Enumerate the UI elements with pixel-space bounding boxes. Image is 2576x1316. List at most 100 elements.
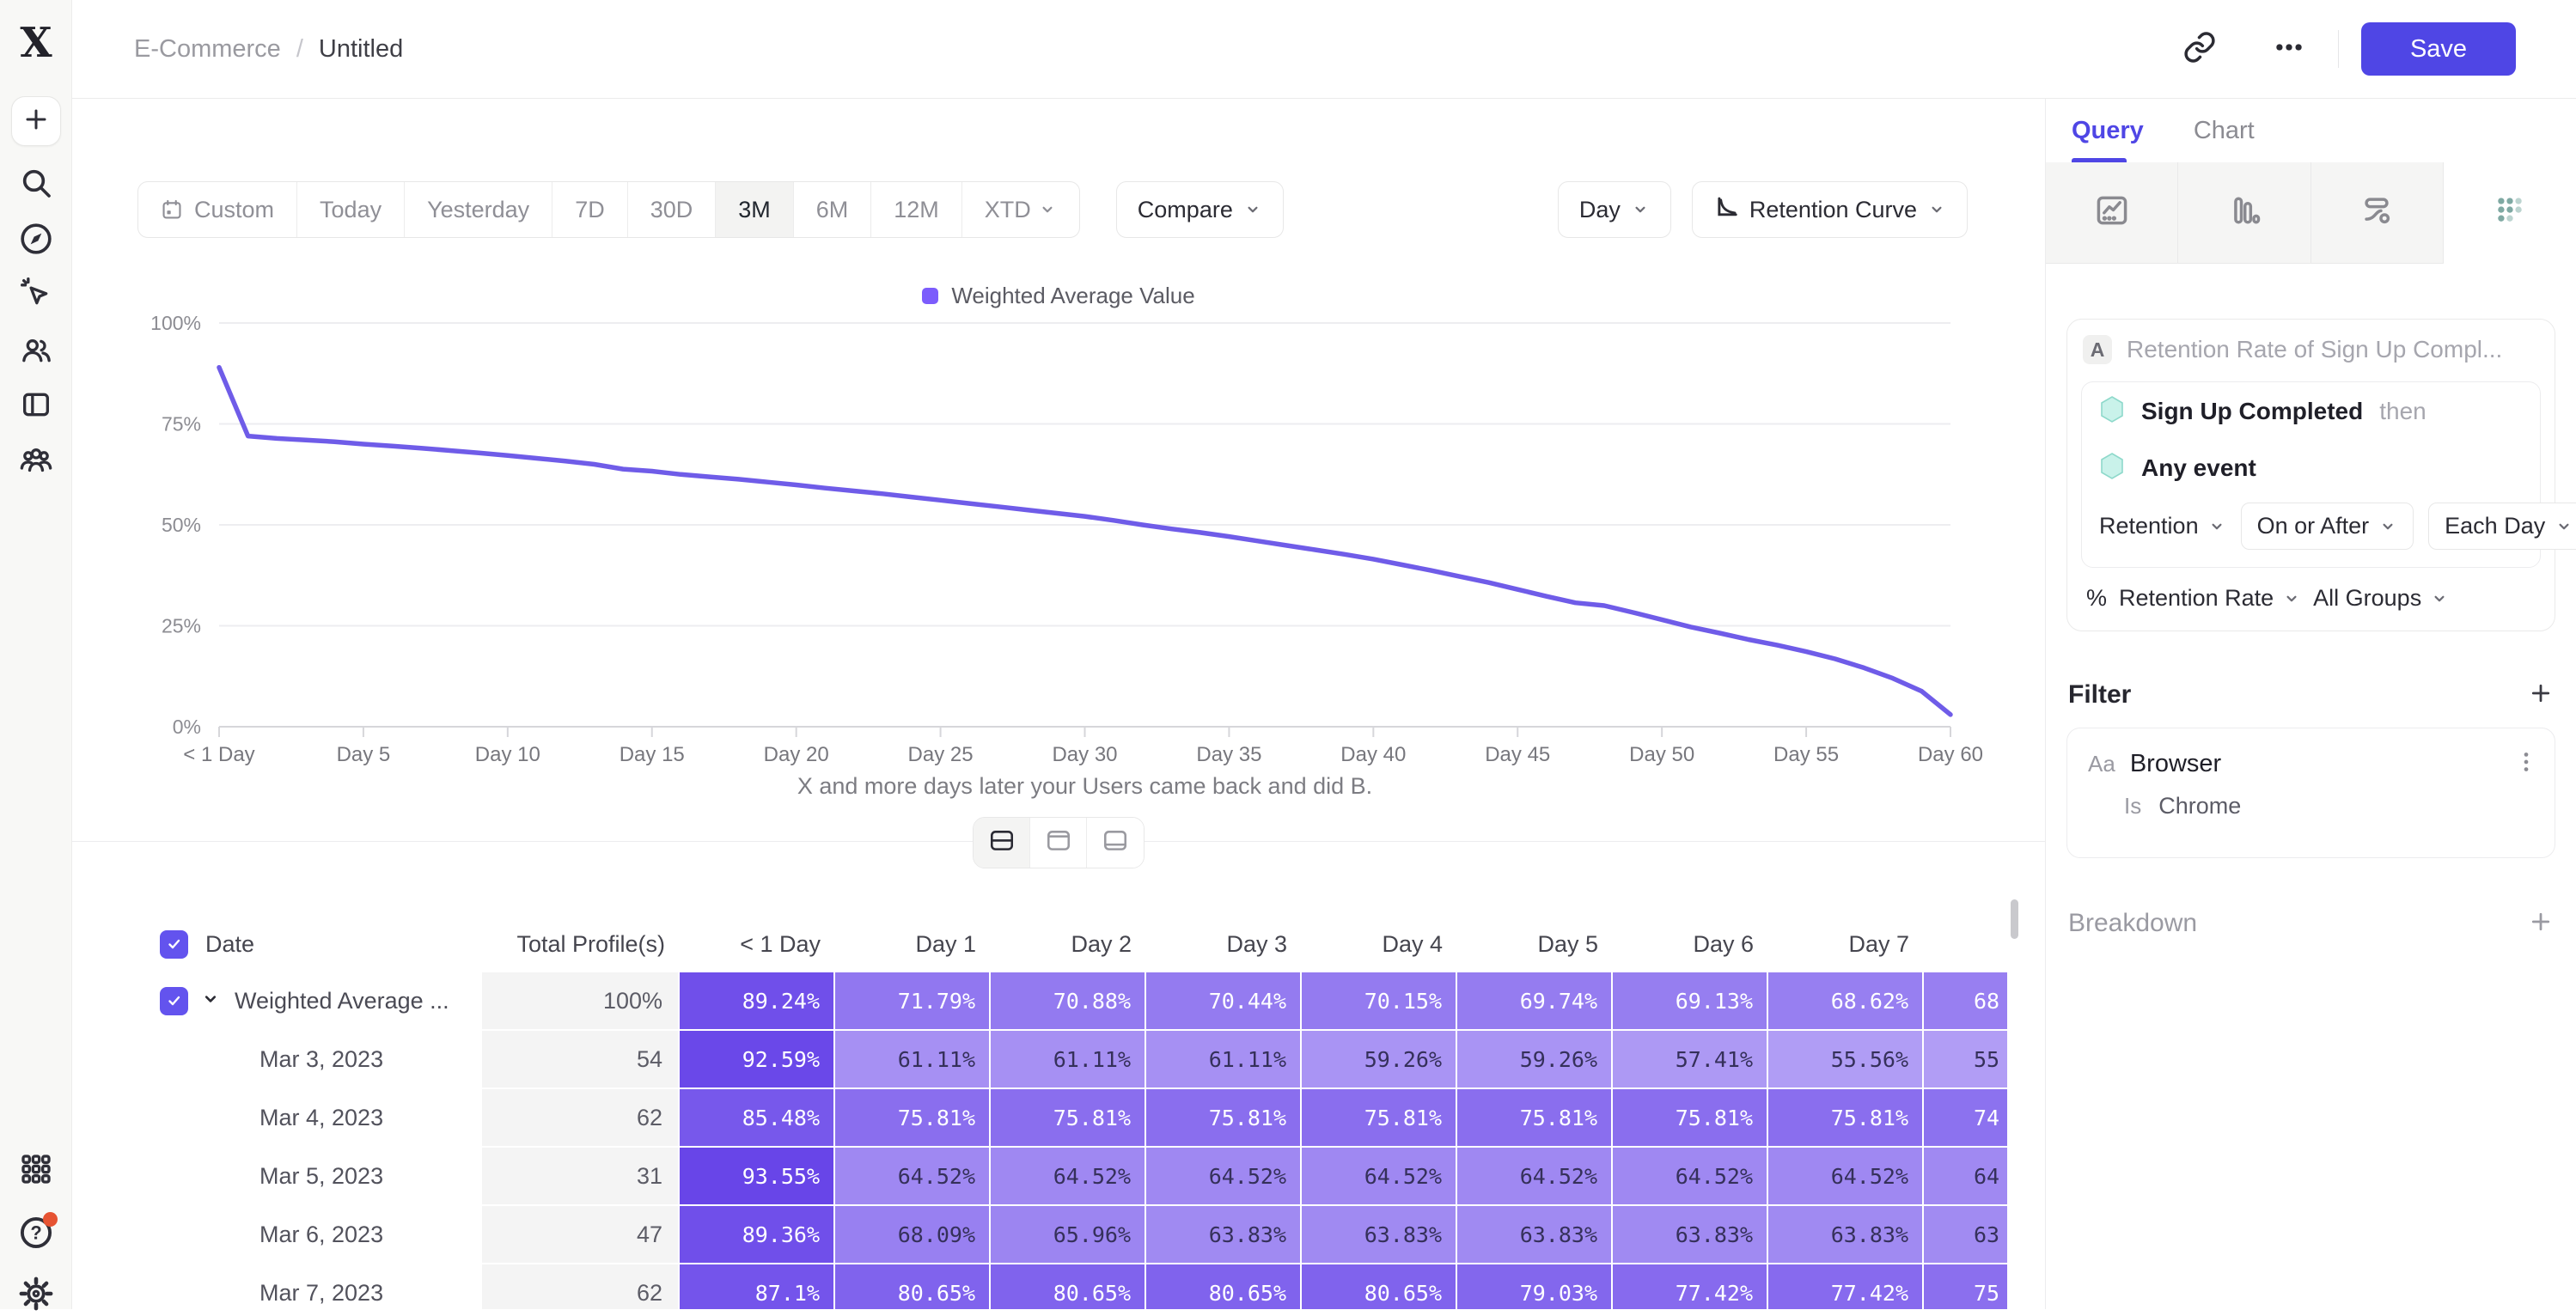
retention-cell[interactable]: 89.36% bbox=[680, 1206, 833, 1263]
tab-chart[interactable]: Chart bbox=[2193, 116, 2255, 144]
retention-cell[interactable]: 77.42% bbox=[1613, 1264, 1767, 1309]
range-3m[interactable]: 3M bbox=[716, 182, 794, 237]
retention-cell[interactable]: 63.83% bbox=[1768, 1206, 1922, 1263]
range-custom[interactable]: Custom bbox=[138, 182, 298, 237]
retention-cell[interactable]: 64.52% bbox=[1768, 1148, 1922, 1204]
retention-cell[interactable]: 75.81% bbox=[835, 1089, 989, 1146]
retention-cell[interactable]: 63.83% bbox=[1302, 1206, 1456, 1263]
expand-row-icon[interactable] bbox=[200, 989, 221, 1014]
retention-cell[interactable]: 80.65% bbox=[1146, 1264, 1300, 1309]
range-xtd[interactable]: XTD bbox=[962, 182, 1079, 237]
retention-cell[interactable]: 75.81% bbox=[1146, 1089, 1300, 1146]
filter-operator[interactable]: Is bbox=[2124, 793, 2142, 819]
retention-cell[interactable]: 55.56% bbox=[1768, 1031, 1922, 1088]
retention-cell[interactable]: 64.52% bbox=[1146, 1148, 1300, 1204]
save-button[interactable]: Save bbox=[2361, 22, 2516, 76]
event-step-first[interactable]: Sign Up Completed then bbox=[2082, 382, 2540, 439]
retention-cell[interactable]: 63.83% bbox=[1146, 1206, 1300, 1263]
range-7d[interactable]: 7D bbox=[552, 182, 628, 237]
retention-cell[interactable]: 68.09% bbox=[835, 1206, 989, 1263]
table-row[interactable]: Weighted Average ... 100% 89.24% 71.79% 70.8… bbox=[146, 972, 2007, 1030]
create-new-button[interactable] bbox=[11, 96, 61, 146]
retention-cell[interactable]: 93.55% bbox=[680, 1148, 833, 1204]
range-6m[interactable]: 6M bbox=[794, 182, 872, 237]
retention-cell[interactable]: 59.26% bbox=[1302, 1031, 1456, 1088]
filter-card[interactable]: Aa Browser Is Chrome bbox=[2066, 728, 2555, 858]
table-row[interactable]: Mar 7, 2023 62 87.1% 80.65% 80.65% 80.65% 80.6… bbox=[146, 1264, 2007, 1309]
bar-chart-tab[interactable] bbox=[2178, 162, 2311, 264]
select-all-checkbox[interactable] bbox=[160, 929, 188, 959]
retention-cell[interactable]: 70.15% bbox=[1302, 972, 1456, 1029]
table-row[interactable]: Mar 3, 2023 54 92.59% 61.11% 61.11% 61.11% 59.… bbox=[146, 1030, 2007, 1088]
range-today[interactable]: Today bbox=[297, 182, 406, 237]
range-30d[interactable]: 30D bbox=[628, 182, 717, 237]
add-filter-button[interactable] bbox=[2528, 680, 2554, 710]
range-12m[interactable]: 12M bbox=[871, 182, 962, 237]
retention-cell[interactable]: 77.42% bbox=[1768, 1264, 1922, 1309]
filter-value[interactable]: Chrome bbox=[2158, 793, 2242, 819]
breadcrumb-parent[interactable]: E-Commerce bbox=[134, 34, 281, 63]
retention-cell[interactable]: 69.13% bbox=[1613, 972, 1767, 1029]
retention-cell[interactable]: 71.79% bbox=[835, 972, 989, 1029]
retention-cell[interactable]: 59.26% bbox=[1457, 1031, 1611, 1088]
chart-type-dropdown[interactable]: Retention Curve bbox=[1691, 181, 1968, 238]
sidebar-item-apps[interactable] bbox=[17, 1152, 55, 1190]
filter-kebab-menu[interactable] bbox=[2515, 749, 2537, 779]
event-step-return[interactable]: Any event bbox=[2082, 439, 2540, 496]
copy-link-button[interactable] bbox=[2180, 29, 2219, 69]
split-view-button[interactable] bbox=[974, 818, 1030, 868]
retention-cell[interactable]: 70.44% bbox=[1146, 972, 1300, 1029]
retention-cell[interactable]: 64.52% bbox=[1613, 1148, 1767, 1204]
retention-cell[interactable]: 63.83% bbox=[1613, 1206, 1767, 1263]
groups-dropdown[interactable]: All Groups bbox=[2313, 585, 2449, 612]
line-chart-tab[interactable] bbox=[2046, 162, 2179, 264]
retention-cell[interactable]: 87.1% bbox=[680, 1264, 833, 1309]
retention-cell[interactable]: 80.65% bbox=[991, 1264, 1145, 1309]
retention-cell[interactable]: 61.11% bbox=[991, 1031, 1145, 1088]
retention-cell[interactable]: 61.11% bbox=[835, 1031, 989, 1088]
vertical-scrollbar[interactable] bbox=[2011, 899, 2018, 939]
query-title[interactable]: Retention Rate of Sign Up Compl... bbox=[2127, 336, 2503, 363]
retention-cell[interactable]: 68.62% bbox=[1768, 972, 1922, 1029]
tab-query[interactable]: Query bbox=[2072, 116, 2144, 144]
add-breakdown-button[interactable] bbox=[2528, 909, 2554, 939]
retention-mode-dropdown[interactable]: Retention bbox=[2099, 513, 2226, 539]
retention-cell[interactable]: 64.52% bbox=[835, 1148, 989, 1204]
retention-cell[interactable]: 75 bbox=[1924, 1264, 2007, 1309]
retention-cell[interactable]: 64.52% bbox=[1302, 1148, 1456, 1204]
retention-granularity-dropdown[interactable]: Each Day bbox=[2428, 503, 2576, 550]
retention-cell[interactable]: 64.52% bbox=[1457, 1148, 1611, 1204]
sidebar-item-workbooks[interactable] bbox=[17, 387, 55, 425]
retention-cell[interactable]: 63.83% bbox=[1457, 1206, 1611, 1263]
sidebar-item-help[interactable]: ? bbox=[17, 1211, 58, 1253]
retention-cell[interactable]: 75.81% bbox=[1457, 1089, 1611, 1146]
granularity-dropdown[interactable]: Day bbox=[1557, 181, 1671, 238]
sidebar-item-users[interactable] bbox=[17, 333, 55, 371]
table-only-view-button[interactable] bbox=[1087, 818, 1144, 868]
filter-property-name[interactable]: Browser bbox=[2129, 750, 2222, 777]
compare-button[interactable]: Compare bbox=[1115, 181, 1284, 238]
sidebar-item-events[interactable] bbox=[17, 276, 55, 314]
flows-tab[interactable] bbox=[2310, 162, 2444, 264]
table-row[interactable]: Mar 4, 2023 62 85.48% 75.81% 75.81% 75.81% 75.… bbox=[146, 1088, 2007, 1147]
retention-cell[interactable]: 64.52% bbox=[991, 1148, 1145, 1204]
retention-cell[interactable]: 68 bbox=[1924, 972, 2007, 1029]
table-row[interactable]: Mar 6, 2023 47 89.36% 68.09% 65.96% 63.83% 63.… bbox=[146, 1205, 2007, 1264]
breadcrumb-current[interactable]: Untitled bbox=[318, 34, 404, 63]
sidebar-item-audiences[interactable] bbox=[17, 442, 55, 480]
range-yesterday[interactable]: Yesterday bbox=[405, 182, 553, 237]
legend-item[interactable]: Weighted Average Value bbox=[922, 283, 1195, 309]
row-checkbox[interactable] bbox=[160, 986, 188, 1015]
retention-cell[interactable]: 61.11% bbox=[1146, 1031, 1300, 1088]
retention-cell[interactable]: 79.03% bbox=[1457, 1264, 1611, 1309]
retention-cell[interactable]: 70.88% bbox=[991, 972, 1145, 1029]
retention-cell[interactable]: 89.24% bbox=[680, 972, 833, 1029]
sidebar-item-explore[interactable] bbox=[17, 222, 55, 259]
chart-only-view-button[interactable] bbox=[1030, 818, 1087, 868]
retention-cell[interactable]: 69.74% bbox=[1457, 972, 1611, 1029]
retention-cell[interactable]: 75.81% bbox=[991, 1089, 1145, 1146]
retention-cell[interactable]: 75.81% bbox=[1302, 1089, 1456, 1146]
retention-cell[interactable]: 55 bbox=[1924, 1031, 2007, 1088]
sidebar-item-settings[interactable] bbox=[17, 1276, 55, 1314]
more-menu-button[interactable] bbox=[2269, 29, 2309, 69]
